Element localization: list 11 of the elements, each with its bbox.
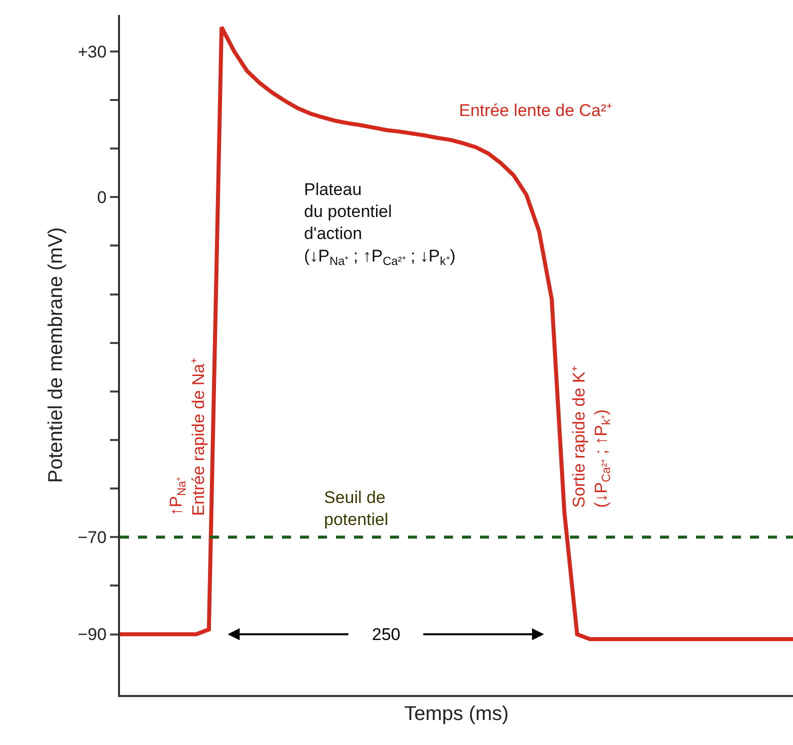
y-axis-title: Potentiel de membrane (mV) bbox=[44, 227, 67, 483]
annotation: Entrée lente de Ca²⁺ bbox=[459, 101, 612, 120]
y-tick-label: −70 bbox=[78, 528, 107, 548]
y-tick-label: −90 bbox=[78, 625, 107, 644]
y-tick-label: +30 bbox=[78, 42, 107, 62]
y-tick-label: 0 bbox=[97, 188, 107, 208]
line-series bbox=[120, 25, 793, 642]
text: Plateau du potentiel d'action (↓P$_{Na⁺}$ ; ↑P$_{Ca²⁺}$ ; ↓P$_{k⁺}$) bbox=[304, 180, 456, 268]
x-axis-title: Temps (ms) bbox=[404, 703, 509, 725]
annotation: 250 bbox=[372, 625, 400, 644]
ref-line-label: Seuil de potentiel bbox=[324, 488, 388, 530]
